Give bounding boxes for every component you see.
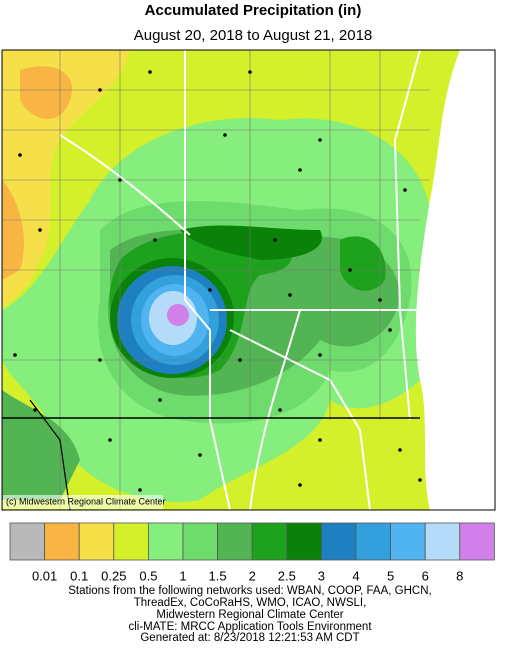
legend-swatch <box>147 522 184 561</box>
footer-line: cli-MATE: MRCC Application Tools Environ… <box>128 621 372 633</box>
map: (c) Midwestern Regional Climate Center <box>1 49 496 511</box>
footer-line: Midwestern Regional Climate Center <box>156 609 343 621</box>
legend-label: 0.1 <box>70 568 88 583</box>
footer: Stations from the following networks use… <box>68 585 431 644</box>
subtitle: August 20, 2018 to August 21, 2018 <box>134 27 373 44</box>
legend-swatch <box>390 522 426 561</box>
legend: 0.01 0.1 0.25 0.5 1 1.5 2 2.5 3 4 5 6 8 <box>9 522 495 583</box>
legend-label: 5 <box>387 568 394 583</box>
legend-label: 6 <box>422 568 429 583</box>
legend-label: 4 <box>352 568 359 583</box>
legend-swatch <box>113 522 149 561</box>
legend-label: 0.01 <box>32 568 57 583</box>
credit: (c) Midwestern Regional Climate Center <box>6 496 166 506</box>
legend-label: 8 <box>456 568 463 583</box>
legend-swatch <box>44 522 80 561</box>
legend-swatch <box>182 522 218 561</box>
footer-line: ThreadEx, CoCoRaHS, WMO, ICAO, NWSLI, <box>134 597 367 609</box>
footer-line: Stations from the following networks use… <box>68 585 431 597</box>
legend-label: 0.25 <box>101 568 126 583</box>
legend-label: 0.5 <box>139 568 157 583</box>
legend-swatch <box>78 522 115 561</box>
legend-swatch <box>355 522 391 561</box>
legend-label: 1.5 <box>209 568 227 583</box>
legend-swatch <box>217 522 253 561</box>
title: Accumulated Precipitation (in) <box>145 2 362 19</box>
legend-swatch <box>9 522 45 561</box>
footer-line: Generated at: 8/23/2018 12:21:53 AM CDT <box>140 632 359 643</box>
legend-label: 2 <box>249 568 256 583</box>
legend-swatch <box>459 522 495 561</box>
legend-swatch <box>251 522 288 561</box>
legend-swatch <box>286 522 322 561</box>
legend-label: 3 <box>318 568 325 583</box>
legend-swatch <box>424 522 461 561</box>
legend-swatch <box>320 522 357 561</box>
legend-label: 2.5 <box>278 568 296 583</box>
legend-label: 1 <box>179 568 186 583</box>
